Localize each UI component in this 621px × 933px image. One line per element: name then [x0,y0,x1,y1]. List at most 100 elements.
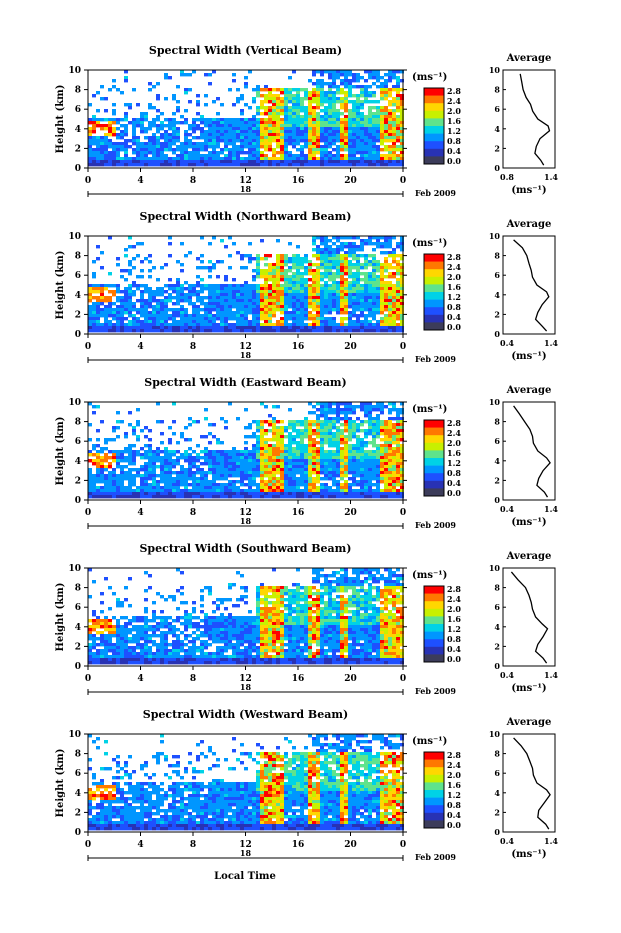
heatmap-cell [332,453,336,456]
heatmap-cell [308,486,312,489]
heatmap-cell [160,441,164,444]
heatmap-cell [144,323,148,326]
heatmap-cell [152,326,156,329]
heatmap-cell [280,263,284,266]
heatmap-cell [224,293,228,296]
heatmap-cell [256,308,260,311]
heatmap-cell [136,495,140,498]
heatmap-cell [316,121,320,124]
heatmap-cell [148,317,152,320]
colorbar-tick-label: 0.0 [447,156,461,166]
heatmap-cell [380,329,384,332]
heatmap-cell [128,329,132,332]
heatmap-cell [200,133,204,136]
heatmap-cell [376,459,380,462]
heatmap-cell [256,492,260,495]
heatmap-cell [248,157,252,160]
heatmap-cell [280,447,284,450]
heatmap-cell [136,450,140,453]
heatmap-cell [360,121,364,124]
heatmap-cell [212,139,216,142]
heatmap-cell [348,284,352,287]
heatmap-cell [192,70,196,73]
heatmap-cell [300,296,304,299]
heatmap-cell [212,453,216,456]
heatmap-cell [264,468,268,471]
heatmap-cell [364,254,368,257]
heatmap-cell [232,151,236,154]
heatmap-cell [208,127,212,130]
heatmap-cell [100,447,104,450]
heatmap-cell [388,127,392,130]
heatmap-cell [292,275,296,278]
heatmap-cell [308,447,312,450]
heatmap-cell [256,329,260,332]
heatmap-cell [228,459,232,462]
heatmap-cell [192,489,196,492]
heatmap-cell [148,326,152,329]
heatmap-cell [344,450,348,453]
heatmap-cell [308,477,312,480]
heatmap-cell [336,139,340,142]
heatmap-cell [332,323,336,326]
heatmap-cell [308,492,312,495]
heatmap-cell [272,293,276,296]
heatmap-cell [364,441,368,444]
heatmap-cell [344,293,348,296]
heatmap-cell [292,462,296,465]
heatmap-cell [324,462,328,465]
heatmap-cell [372,127,376,130]
heatmap-cell [372,94,376,97]
heatmap-cell [316,142,320,145]
heatmap-cell [324,263,328,266]
heatmap-cell [372,154,376,157]
heatmap-cell [248,148,252,151]
heatmap-cell [372,474,376,477]
heatmap-cell [164,299,168,302]
heatmap-cell [260,453,264,456]
heatmap-cell [372,305,376,308]
heatmap-cell [328,97,332,100]
heatmap-cell [272,465,276,468]
heatmap-cell [88,477,92,480]
heatmap-cell [184,109,188,112]
heatmap-cell [180,115,184,118]
heatmap-cell [196,495,200,498]
heatmap-cell [352,251,356,254]
heatmap-cell [376,263,380,266]
heatmap-cell [380,302,384,305]
heatmap-cell [92,305,96,308]
heatmap-cell [320,302,324,305]
heatmap-cell [348,293,352,296]
heatmap-cell [260,293,264,296]
heatmap-cell [224,287,228,290]
heatmap-cell [264,281,268,284]
heatmap-cell [172,492,176,495]
heatmap-cell [136,489,140,492]
heatmap-cell [376,160,380,163]
heatmap-cell [336,417,340,420]
heatmap-cell [368,471,372,474]
heatmap-cell [352,456,356,459]
heatmap-cell [340,100,344,103]
heatmap-cell [160,112,164,115]
heatmap-cell [324,130,328,133]
heatmap-cell [164,124,168,127]
heatmap-cell [348,462,352,465]
heatmap-cell [124,278,128,281]
panel-title: Spectral Width (Vertical Beam) [149,44,342,57]
heatmap-cell [204,408,208,411]
heatmap-cell [200,471,204,474]
heatmap-cell [172,290,176,293]
heatmap-cell [396,106,400,109]
heatmap-cell [92,287,96,290]
heatmap-cell [136,254,140,257]
heatmap-cell [140,495,144,498]
heatmap-cell [224,296,228,299]
heatmap-cell [200,148,204,151]
heatmap-cell [256,142,260,145]
heatmap-cell [156,130,160,133]
heatmap-cell [168,145,172,148]
heatmap-cell [220,133,224,136]
heatmap-cell [368,489,372,492]
